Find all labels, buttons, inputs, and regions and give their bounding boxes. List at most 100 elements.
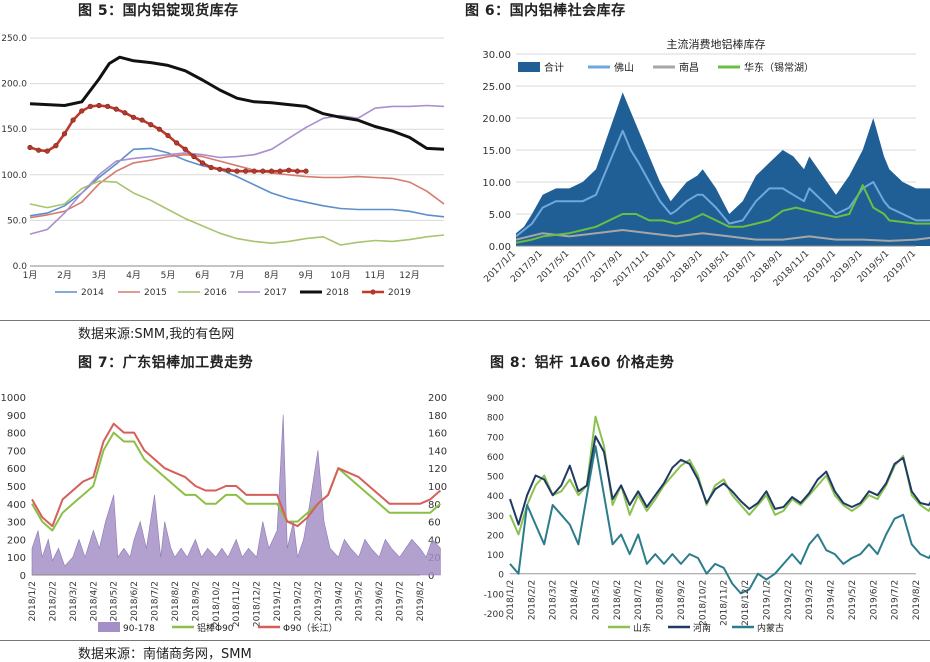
fig7-xtick-label: 2018/7/2: [151, 581, 161, 621]
fig7-xtick-label: 2018/8/2: [171, 581, 181, 621]
fig7-xtick-label: 2019/7/2: [396, 581, 406, 621]
fig8-xtick-label: 2019/4/2: [827, 580, 837, 620]
fig7-ytick-right: 180: [428, 411, 447, 422]
fig5-point-2019: [251, 168, 257, 174]
fig6-series-华东（锡常湖）: [515, 184, 930, 244]
fig7-legend-label: 90-178: [123, 624, 155, 634]
fig5-point-2019: [277, 168, 283, 174]
fig7-xtick-label: 2018/4/2: [89, 581, 99, 621]
fig5-point-2019: [130, 114, 137, 120]
fig5-point-2019: [61, 131, 68, 137]
fig5-xtick-label: 12月: [399, 270, 419, 281]
fig6-title: 主流消费地铝棒库存: [667, 37, 766, 51]
fig7-ytick-left: 400: [7, 500, 26, 511]
fig8-xtick-label: 2019/1/2: [762, 580, 772, 620]
fig7-caption: 图 7：广东铝棒加工费走势: [78, 355, 254, 371]
fig6-legend-swatch: [518, 62, 540, 72]
fig5-point-2019: [303, 168, 309, 174]
fig8-legend-label: 内蒙古: [757, 622, 784, 634]
fig5-point-2019: [96, 102, 102, 109]
fig5-point-2019: [27, 144, 33, 151]
fig8-xtick-label: 2018/9/2: [677, 580, 687, 620]
fig6-area-合计: [516, 92, 930, 246]
fig7-ytick-right: 200: [428, 393, 447, 404]
fig5-chart: 0.0 50.0 100.0 150.0 200.0 250.0 1月 2月 3月 4月 5月 6月 7…: [1, 34, 445, 298]
fig5-point-2019: [79, 108, 85, 114]
fig8-ytick-label: 300: [487, 512, 504, 522]
fig7-xtick-label: 2018/3/2: [69, 581, 79, 621]
fig8-ytick-label: 100: [487, 551, 504, 561]
fig7-xtick-label: 2018/9/2: [191, 581, 201, 621]
fig5-point-2019: [225, 167, 231, 173]
fig7-xtick-label: 2019/1/2: [273, 581, 283, 621]
fig7-ytick-left: 300: [7, 518, 26, 529]
fig5-series-2018: [29, 55, 445, 151]
divider-bottom: [0, 640, 930, 641]
fig8-ytick-label: 600: [487, 453, 504, 463]
fig6-legend-label: 佛山: [614, 61, 634, 74]
fig5-point-2019: [199, 160, 206, 166]
fig6-series-佛山: [515, 129, 930, 238]
fig5-point-2019: [165, 132, 171, 139]
fig7-xtick-label: 2019/8/2: [416, 581, 426, 621]
fig8-xtick-label: 2018/1/2: [506, 580, 516, 620]
fig5-point-2019: [260, 168, 266, 174]
source-bottom: 数据来源：南储商务网，SMM: [78, 647, 252, 662]
fig7-xtick-label: 2018/5/2: [110, 581, 120, 621]
fig7-ytick-right: 40: [428, 535, 441, 546]
fig7-ytick-right: 120: [428, 464, 447, 475]
fig7-xtick-label: 2018/1/2: [28, 581, 38, 621]
fig5-ytick-label: 100.0: [1, 171, 27, 181]
fig5-point-2019: [268, 168, 275, 174]
fig6-chart: 主流消费地铝棒库存 0.00 5.00 10.00 15.00 20.00 25.00 30.…: [482, 37, 930, 289]
fig7-ytick-left: 100: [7, 553, 26, 564]
fig7-ytick-right: 160: [428, 429, 447, 440]
fig5-point-2019: [36, 147, 42, 153]
fig5-legend-marker: [370, 289, 376, 295]
fig8-xtick-label: 2019/7/2: [891, 580, 901, 620]
fig6-ytick-label: 0.00: [489, 242, 511, 253]
fig6-legend-label: 合计: [544, 61, 564, 74]
fig5-ytick-label: 0.0: [13, 262, 28, 272]
fig8-xtick-label: 2018/11/2: [720, 580, 730, 626]
fig5-point-2019: [44, 148, 50, 154]
divider-top: [0, 320, 930, 321]
fig5-xtick-label: 11月: [365, 270, 385, 281]
fig5-series-2017: [29, 104, 445, 235]
fig5-xtick-label: 2月: [57, 270, 72, 281]
fig7-ytick-left: 600: [7, 464, 26, 475]
fig5-point-2019: [148, 122, 154, 128]
fig5-point-2019: [243, 168, 249, 174]
fig6-legend-label: 南昌: [679, 61, 699, 74]
fig8-xtick-label: 2018/5/2: [591, 580, 601, 620]
fig5-legend-label: 2014: [81, 288, 104, 298]
fig6-ytick-label: 25.00: [482, 82, 511, 93]
fig8-ytick-label: 0: [498, 571, 504, 581]
fig8-chart: -200 -100 0 100 200 300 400 500 600 700 800 900 2018…: [484, 394, 930, 634]
fig8-legend-label: 山东: [633, 622, 651, 634]
fig6-ytick-label: 20.00: [482, 114, 511, 125]
fig8-series-内蒙古: [509, 445, 930, 595]
fig8-xtick-label: 2018/8/2: [656, 580, 666, 620]
fig7-legend-swatch: [98, 622, 120, 632]
fig6-legend-label: 华东（锡常湖）: [744, 61, 814, 74]
fig7-ytick-right: 60: [428, 518, 441, 529]
fig5-point-2019: [139, 117, 145, 123]
fig5-series-2014: [29, 147, 445, 218]
fig5-xtick-label: 3月: [92, 270, 107, 281]
fig7-chart: 0100200300400500600700800900100002040608…: [1, 393, 448, 634]
fig8-xtick-label: 2018/6/2: [613, 580, 623, 620]
fig7-ytick-left: 0: [20, 571, 26, 582]
fig5-ytick-label: 150.0: [1, 125, 27, 135]
fig7-xtick-label: 2019/6/2: [375, 581, 385, 621]
fig5-xtick-label: 10月: [330, 270, 350, 281]
fig5-point-2019: [105, 103, 111, 109]
fig5-legend-label: 2017: [264, 288, 287, 298]
fig7-ytick-left: 800: [7, 429, 26, 440]
fig7-xtick-label: 2019/3/2: [314, 581, 324, 621]
fig7-ytick-right: 80: [428, 500, 441, 511]
fig5-series-2015: [29, 153, 445, 219]
fig7-xtick-label: 2019/5/2: [355, 581, 365, 621]
fig5-caption: 图 5：国内铝锭现货库存: [78, 3, 239, 19]
fig8-ytick-label: 700: [487, 433, 504, 443]
